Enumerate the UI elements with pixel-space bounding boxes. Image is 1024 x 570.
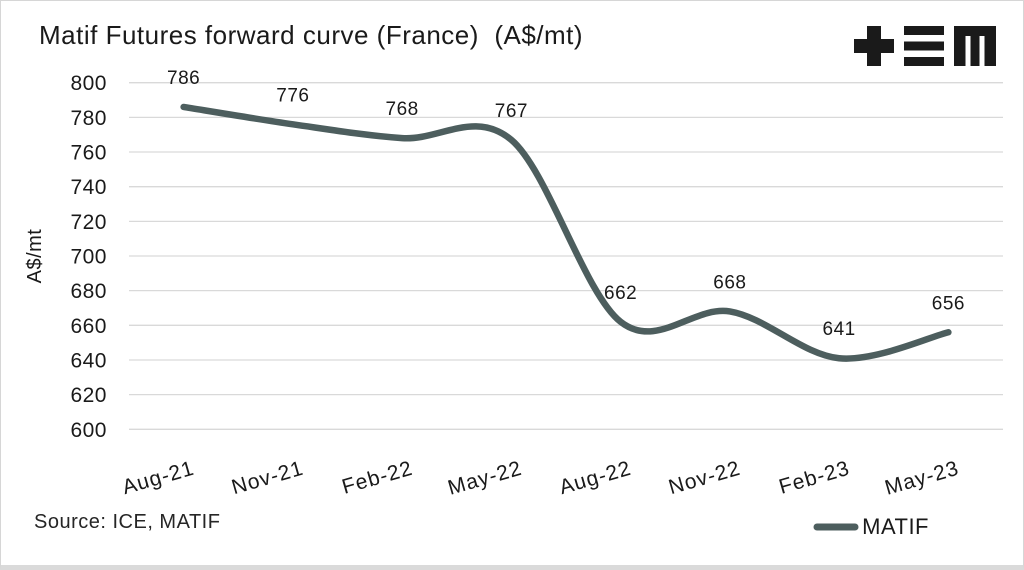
y-tick-label: 620 [70,384,107,407]
x-tick-label: Aug-22 [557,457,634,499]
legend-line-swatch [813,523,859,531]
data-label: 656 [932,293,965,314]
x-tick-label: Aug-21 [120,457,197,499]
data-label: 662 [604,283,637,304]
x-tick-label: Feb-23 [776,457,852,499]
m-glyph-icon [954,26,996,66]
y-tick-label: 800 [70,72,107,95]
y-tick-label: 720 [70,211,107,234]
y-tick-label: 740 [70,176,107,199]
y-tick-label: 680 [70,280,107,303]
y-tick-label: 600 [70,419,107,442]
y-tick-label: 660 [70,315,107,338]
legend: MATIF [813,514,929,540]
x-tick-label: May-22 [445,457,524,500]
y-tick-label: 700 [70,246,107,269]
data-label: 786 [167,68,200,89]
y-tick-label: 640 [70,349,107,372]
data-label: 776 [276,85,309,106]
data-label: 641 [823,319,856,340]
triple-bars-icon [904,26,944,66]
data-label: 768 [386,99,419,120]
data-label: 668 [713,272,746,293]
series-line [180,103,952,362]
plus-icon [854,26,894,66]
y-axis-title: A$/mt [24,229,46,284]
x-tick-label: Nov-22 [666,457,743,499]
y-tick-label: 760 [70,142,107,165]
source-note: Source: ICE, MATIF [34,511,221,533]
x-tick-label: Nov-21 [229,457,306,499]
y-tick-label: 780 [70,107,107,130]
chart-title: Matif Futures forward curve (France) (A$… [39,20,584,50]
tem-logo [854,26,996,66]
legend-label: MATIF [862,514,929,539]
data-label: 767 [495,101,528,122]
x-tick-label: May-23 [882,457,961,500]
x-tick-label: Feb-22 [339,457,415,499]
